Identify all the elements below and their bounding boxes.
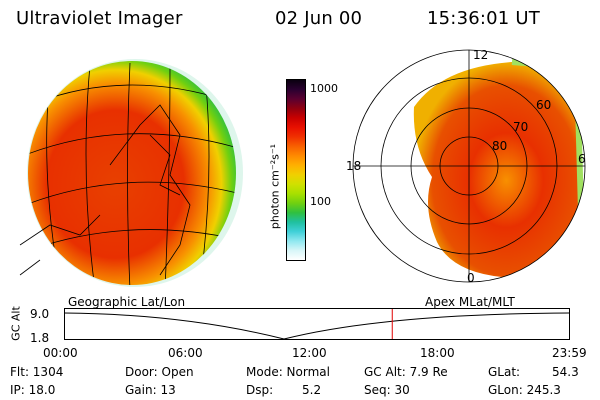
flt-info: Flt: 1304 — [10, 365, 64, 379]
colorbar — [286, 79, 306, 261]
mlt-label-12: 12 — [473, 48, 488, 62]
mlt-label-0: 0 — [467, 271, 475, 285]
dsp-label: Dsp: — [246, 383, 274, 397]
mode-info: Mode: Normal — [246, 365, 330, 379]
gcalt-info: GC Alt: 7.9 Re — [364, 365, 448, 379]
altitude-plot — [64, 308, 570, 340]
seq-info: Seq: 30 — [364, 383, 410, 397]
polar-plot: 12 18 6 0 60 70 80 — [346, 48, 586, 285]
x-tick-06: 06:00 — [168, 346, 203, 360]
lat-label-60: 60 — [536, 98, 551, 112]
colorbar-tick-1000: 1000 — [310, 82, 338, 95]
time-label: 15:36:01 UT — [427, 8, 540, 29]
door-info: Door: Open — [125, 365, 194, 379]
colorbar-unit-label: photon cm⁻²s⁻¹ — [268, 143, 282, 230]
lat-label-80: 80 — [492, 139, 507, 153]
date-label: 02 Jun 00 — [275, 8, 363, 29]
altitude-tick-1-8: 1.8 — [30, 331, 50, 345]
mlt-label-18: 18 — [346, 159, 361, 173]
glat-label: GLat: — [488, 365, 521, 379]
x-tick-18: 18:00 — [420, 346, 455, 360]
altitude-y-label-wrap: GC Alt — [6, 300, 26, 350]
geographic-caption: Geographic Lat/Lon — [68, 295, 186, 309]
colorbar-tick-100: 100 — [310, 195, 331, 208]
altitude-y-label: GC Alt — [9, 306, 23, 341]
lat-label-70: 70 — [513, 120, 528, 134]
glat-value: 54.3 — [552, 365, 579, 379]
x-tick-12: 12:00 — [292, 346, 327, 360]
ip-info: IP: 18.0 — [10, 383, 56, 397]
mlt-label-6: 6 — [578, 152, 586, 166]
dsp-value: 5.2 — [302, 383, 322, 397]
glon-info: GLon: 245.3 — [488, 383, 561, 397]
apex-caption: Apex MLat/MLT — [425, 295, 515, 309]
instrument-title: Ultraviolet Imager — [16, 8, 183, 29]
x-tick-00: 00:00 — [43, 346, 78, 360]
x-tick-2359: 23:59 — [552, 346, 587, 360]
geographic-globe-image — [19, 59, 243, 287]
gain-info: Gain: 13 — [125, 383, 176, 397]
altitude-tick-9: 9.0 — [30, 307, 50, 321]
